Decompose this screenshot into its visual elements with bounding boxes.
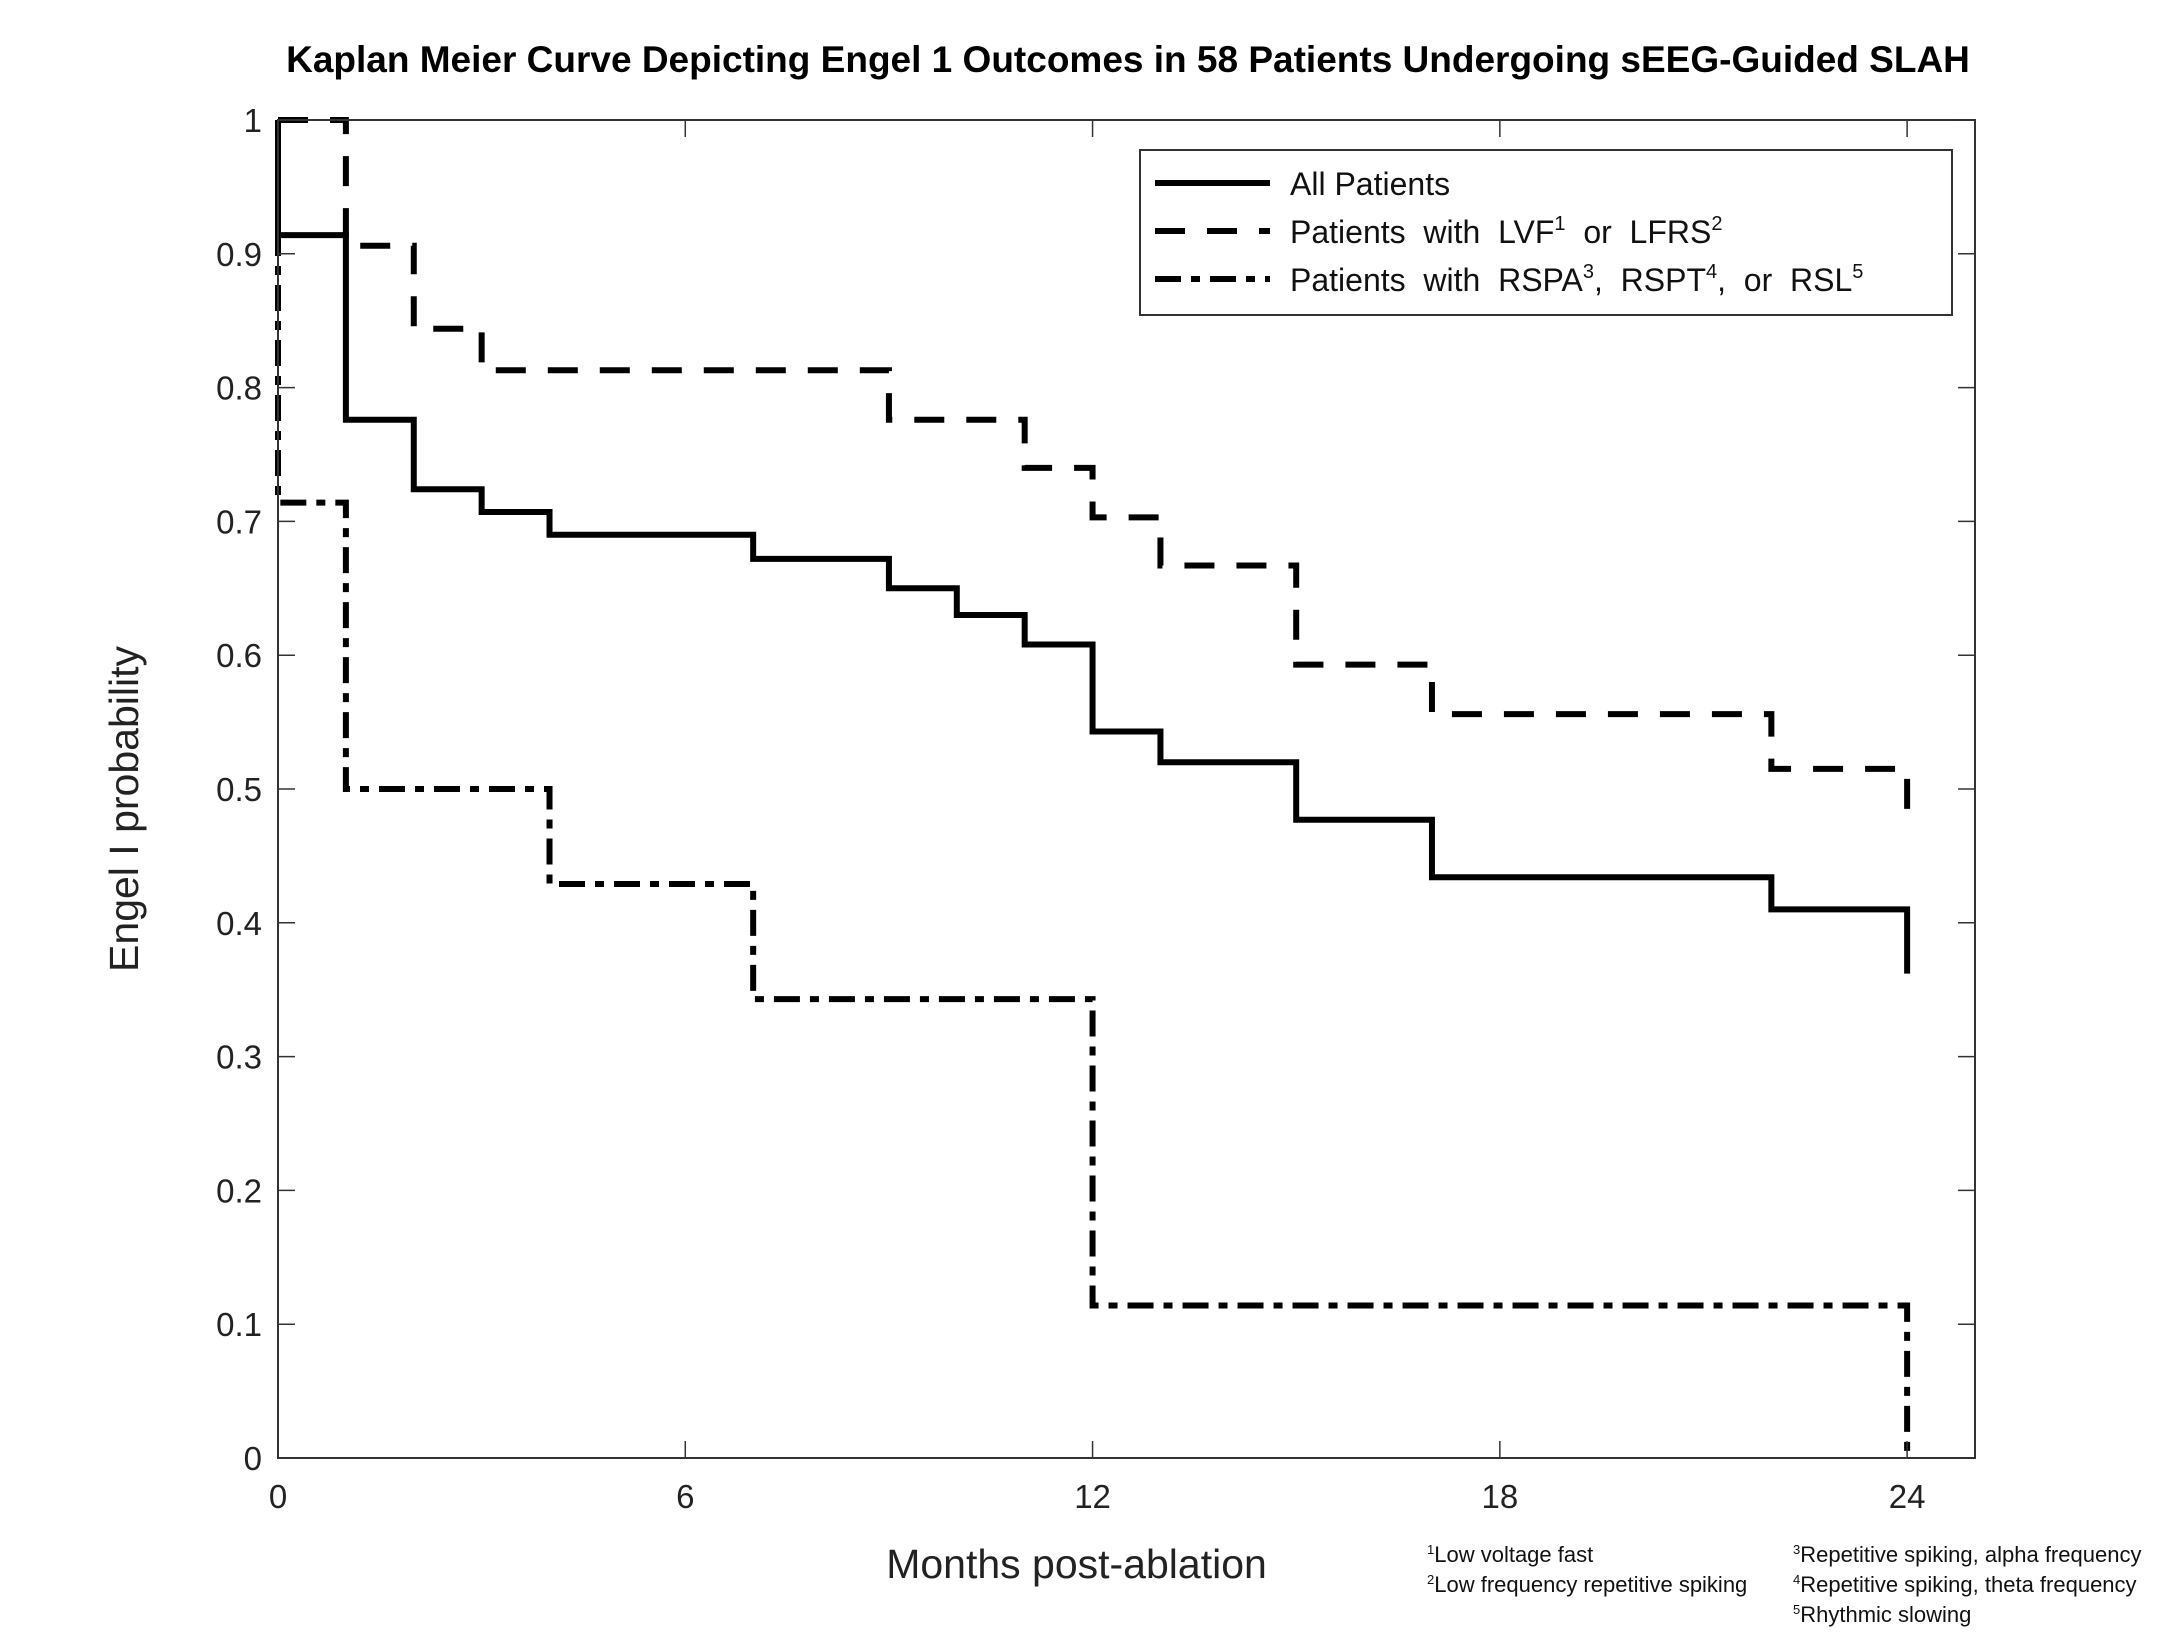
footnote: 5Rhythmic slowing — [1793, 1602, 1971, 1627]
footnote-text: Rhythmic slowing — [1800, 1602, 1971, 1627]
y-tick-label: 0.3 — [216, 1039, 262, 1076]
footnote-text: Repetitive spiking, alpha frequency — [1800, 1542, 2141, 1567]
legend-text: , RSPT — [1594, 262, 1706, 298]
footnote-number: 4 — [1793, 1572, 1800, 1587]
footnote-number: 2 — [1427, 1572, 1434, 1587]
legend-superscript: 5 — [1852, 261, 1863, 283]
y-tick-label: 0.8 — [216, 370, 262, 407]
x-axis-label: Months post-ablation — [886, 1541, 1267, 1587]
y-tick-label: 0.5 — [216, 771, 262, 808]
footnote-text: Low voltage fast — [1434, 1542, 1593, 1567]
x-tick-label: 24 — [1889, 1478, 1926, 1515]
footnote: 2Low frequency repetitive spiking — [1427, 1572, 1747, 1597]
legend-superscript: 1 — [1554, 213, 1565, 235]
x-tick-label: 12 — [1074, 1478, 1111, 1515]
legend-text: All Patients — [1290, 166, 1450, 202]
series-line-2 — [278, 117, 1911, 830]
y-tick-label: 0.2 — [216, 1172, 262, 1209]
footnote-number: 1 — [1427, 1542, 1434, 1557]
series-line-3 — [275, 120, 1911, 1458]
y-tick-label: 1 — [244, 102, 262, 139]
y-tick-label: 0.1 — [216, 1306, 262, 1343]
footnote: 4Repetitive spiking, theta frequency — [1793, 1572, 2137, 1597]
legend-box — [1139, 149, 1953, 316]
legend-superscript: 4 — [1706, 261, 1717, 283]
legend-text: Patients with RSPA — [1290, 262, 1584, 298]
legend-superscript: 3 — [1583, 261, 1594, 283]
legend-entry-2: Patients with LVF1 or LFRS2 — [1290, 213, 1722, 250]
footnote: 3Repetitive spiking, alpha frequency — [1793, 1542, 2141, 1567]
series-line-1 — [275, 120, 1911, 974]
legend-text: , or RSL — [1717, 262, 1852, 298]
footnote-text: Low frequency repetitive spiking — [1434, 1572, 1747, 1597]
chart-title: Kaplan Meier Curve Depicting Engel 1 Out… — [286, 39, 1970, 80]
footnote: 1Low voltage fast — [1427, 1542, 1593, 1567]
footnote-number: 3 — [1793, 1542, 1800, 1557]
x-tick-label: 18 — [1481, 1478, 1518, 1515]
y-tick-label: 0.9 — [216, 236, 262, 273]
series-layer — [275, 117, 1911, 1458]
y-tick-label: 0.6 — [216, 637, 262, 674]
y-axis-label: Engel I probability — [101, 646, 147, 972]
y-tick-label: 0 — [244, 1440, 262, 1477]
x-tick-label: 0 — [269, 1478, 287, 1515]
footnote-number: 5 — [1793, 1602, 1800, 1617]
y-tick-label: 0.7 — [216, 503, 262, 540]
legend-text: Patients with LVF — [1290, 214, 1554, 250]
footnote-text: Repetitive spiking, theta frequency — [1800, 1572, 2136, 1597]
x-tick-label: 6 — [676, 1478, 694, 1515]
y-tick-label: 0.4 — [216, 905, 262, 942]
legend-superscript: 2 — [1711, 213, 1722, 235]
legend-entry-1: All Patients — [1290, 166, 1450, 202]
legend-entry-3: Patients with RSPA3, RSPT4, or RSL5 — [1290, 261, 1863, 298]
legend-text: or LFRS — [1566, 214, 1712, 250]
